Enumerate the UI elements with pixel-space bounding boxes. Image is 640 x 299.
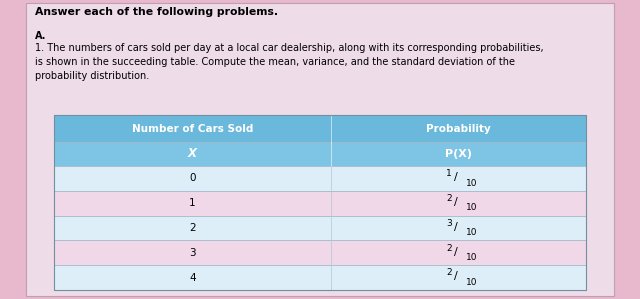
Text: 10: 10 — [466, 228, 477, 237]
Text: /: / — [454, 197, 458, 207]
Text: 2: 2 — [189, 223, 196, 233]
FancyBboxPatch shape — [54, 191, 586, 216]
Text: Probability: Probability — [426, 123, 490, 134]
Text: 3: 3 — [446, 219, 452, 228]
Text: /: / — [454, 247, 458, 257]
FancyBboxPatch shape — [54, 115, 586, 142]
Text: /: / — [454, 172, 458, 182]
Text: /: / — [454, 271, 458, 281]
Text: 4: 4 — [189, 273, 196, 283]
Text: A.: A. — [35, 31, 47, 41]
FancyBboxPatch shape — [54, 240, 586, 265]
Text: 2: 2 — [446, 268, 452, 277]
Text: 0: 0 — [189, 173, 196, 183]
FancyBboxPatch shape — [54, 142, 586, 166]
Text: 3: 3 — [189, 248, 196, 258]
FancyBboxPatch shape — [26, 3, 614, 296]
Text: 10: 10 — [466, 253, 477, 262]
Text: Answer each of the following problems.: Answer each of the following problems. — [35, 7, 278, 17]
Text: 1. The numbers of cars sold per day at a local car dealership, along with its co: 1. The numbers of cars sold per day at a… — [35, 43, 544, 80]
Text: 1: 1 — [446, 169, 452, 178]
Text: 1: 1 — [189, 198, 196, 208]
FancyBboxPatch shape — [54, 166, 586, 191]
Text: X: X — [188, 147, 197, 161]
Text: 10: 10 — [466, 203, 477, 213]
Text: /: / — [454, 222, 458, 232]
Text: Number of Cars Sold: Number of Cars Sold — [132, 123, 253, 134]
FancyBboxPatch shape — [54, 216, 586, 240]
Text: 2: 2 — [446, 243, 452, 253]
FancyBboxPatch shape — [54, 265, 586, 290]
Text: 10: 10 — [466, 179, 477, 188]
Text: 10: 10 — [466, 278, 477, 287]
Text: 2: 2 — [446, 194, 452, 203]
Text: P(X): P(X) — [445, 149, 472, 159]
